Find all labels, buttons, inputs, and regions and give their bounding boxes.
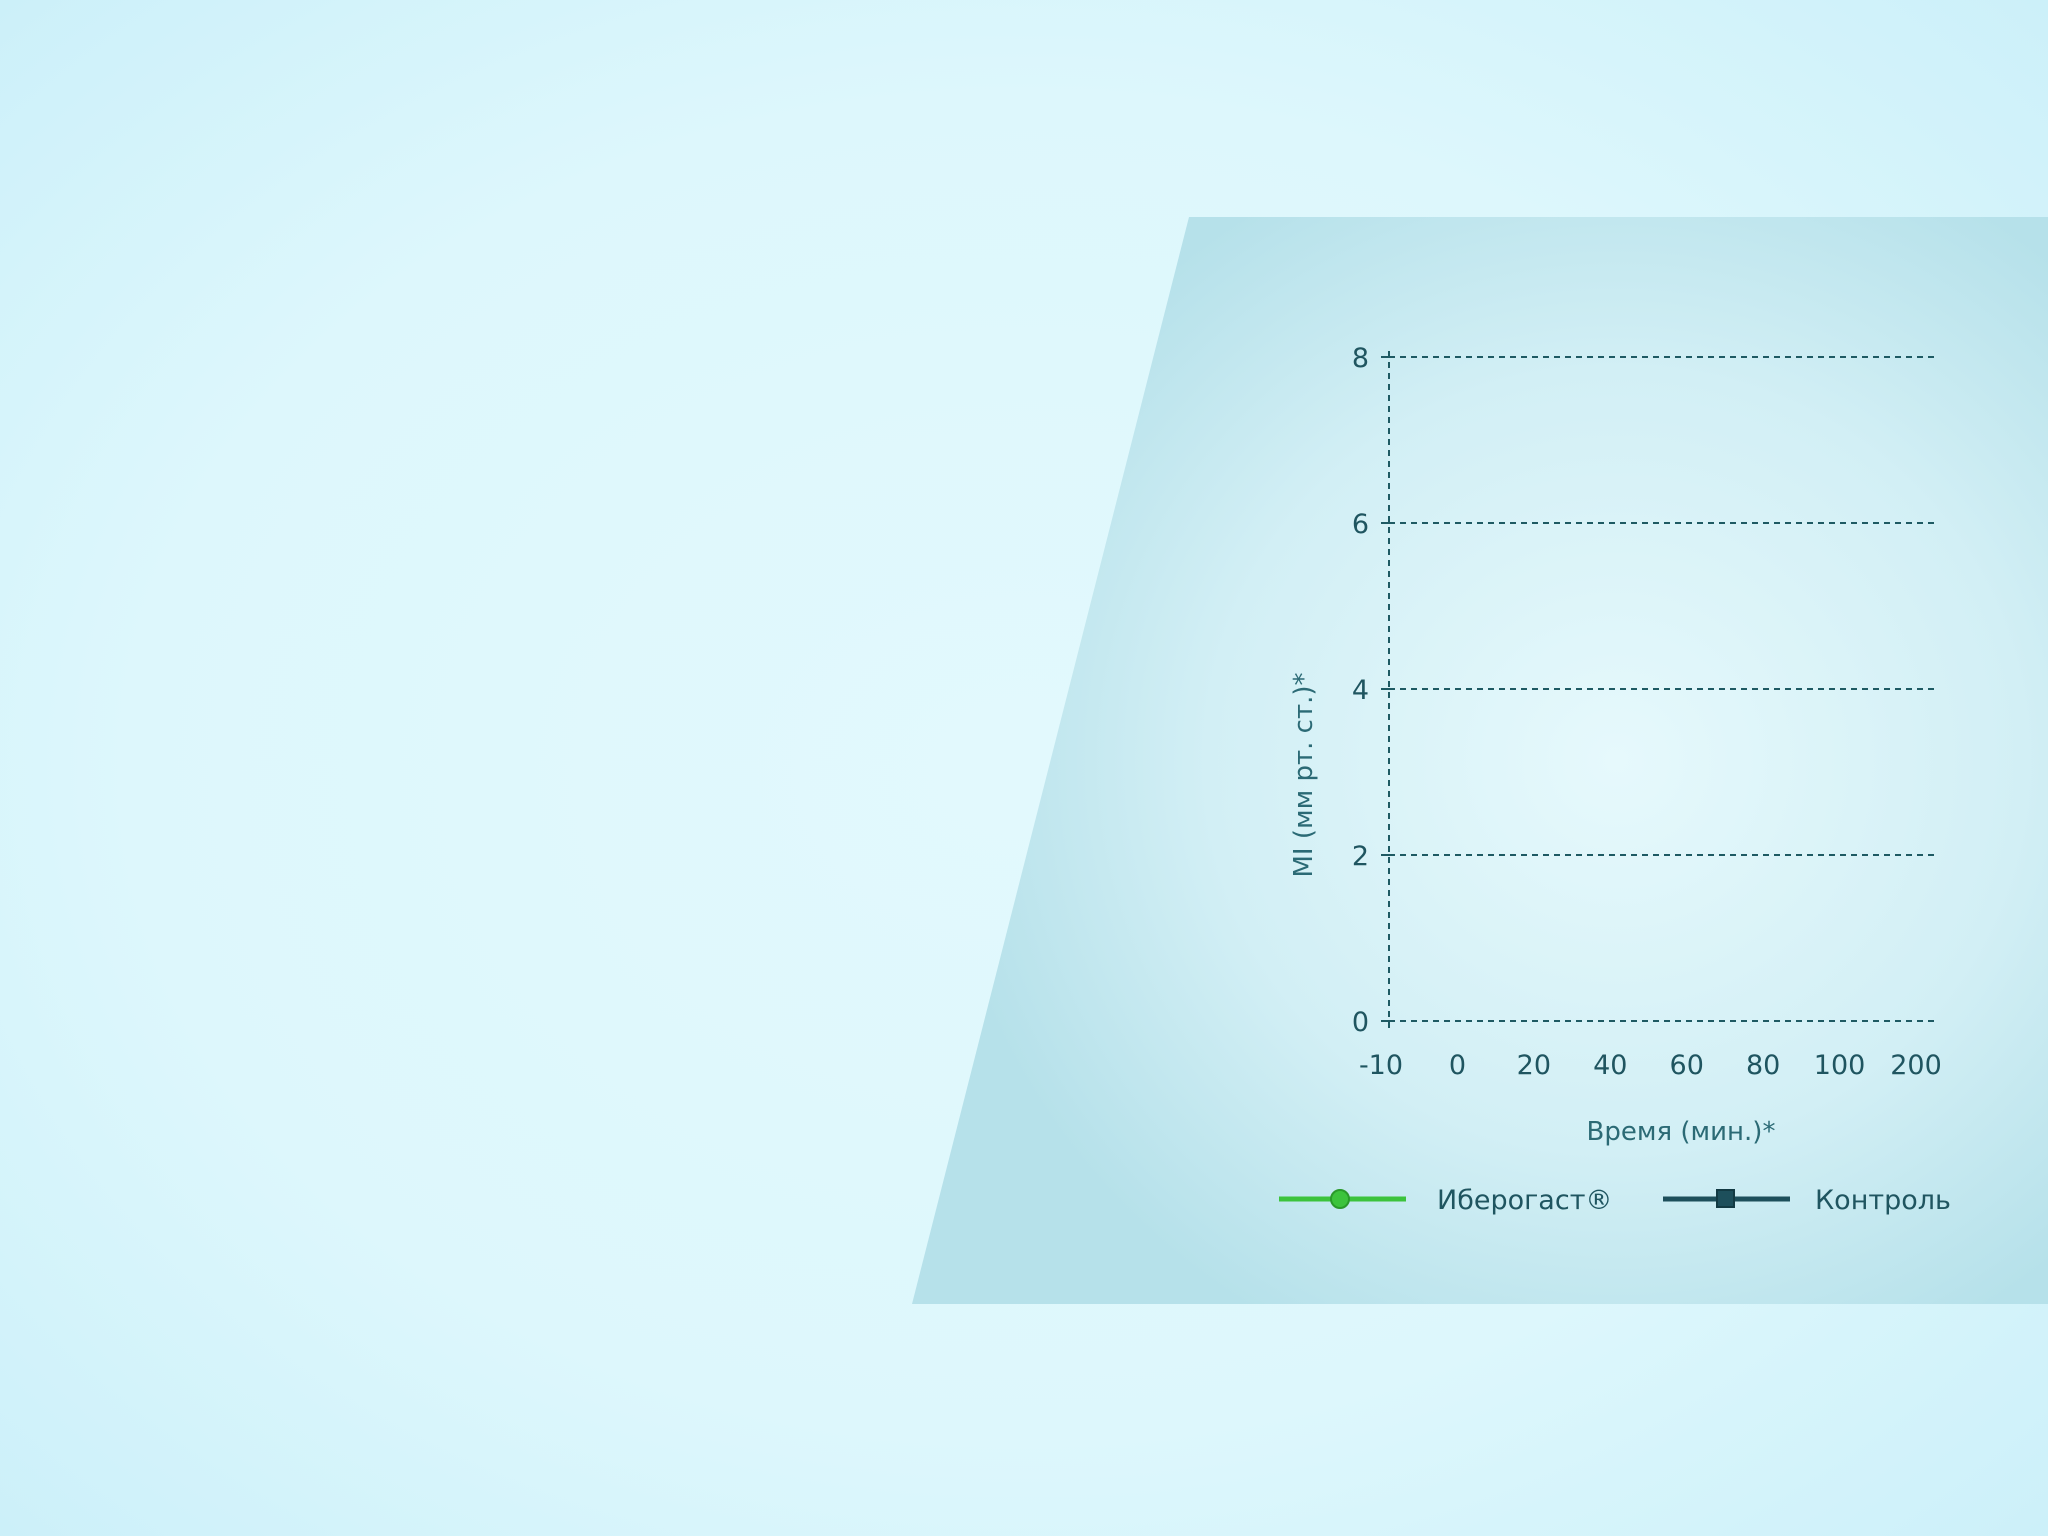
y-tick-label: 2 xyxy=(1352,841,1369,872)
x-tick-label: 60 xyxy=(1670,1050,1704,1081)
x-tick-label: 0 xyxy=(1449,1050,1466,1081)
legend-item-iberogast: Иберогаст® xyxy=(1279,1185,1612,1216)
x-tick-label: -10 xyxy=(1359,1050,1403,1081)
legend: Иберогаст® Контроль xyxy=(1279,1185,1951,1216)
legend-item-control: Контроль xyxy=(1663,1185,1951,1216)
x-tick-label: 20 xyxy=(1517,1050,1551,1081)
legend-circle-marker-icon xyxy=(1330,1189,1350,1209)
x-tick-label: 200 xyxy=(1890,1050,1942,1081)
y-tick-labels: 0 2 4 6 8 xyxy=(1352,343,1369,1038)
legend-square-marker-icon xyxy=(1716,1189,1735,1208)
gridlines xyxy=(1389,356,1939,1022)
legend-label-iberogast: Иберогаст® xyxy=(1437,1185,1612,1216)
x-tick-label: 40 xyxy=(1593,1050,1627,1081)
y-tick-label: 4 xyxy=(1352,675,1369,706)
y-tick-label: 0 xyxy=(1352,1007,1369,1038)
chart-panel xyxy=(912,217,2048,1304)
x-tick-label: 80 xyxy=(1746,1050,1780,1081)
x-tick-label: 100 xyxy=(1814,1050,1866,1081)
axes xyxy=(1381,351,1390,1029)
x-tick-labels: -10 0 20 40 60 80 100 200 xyxy=(1359,1050,1942,1081)
y-tick-label: 8 xyxy=(1352,343,1369,374)
y-tick-label: 6 xyxy=(1352,509,1369,540)
legend-label-control: Контроль xyxy=(1815,1185,1951,1216)
x-axis-title: Время (мин.)* xyxy=(1587,1117,1776,1147)
y-axis-title: MI (мм рт. ст.)* xyxy=(1289,672,1319,877)
